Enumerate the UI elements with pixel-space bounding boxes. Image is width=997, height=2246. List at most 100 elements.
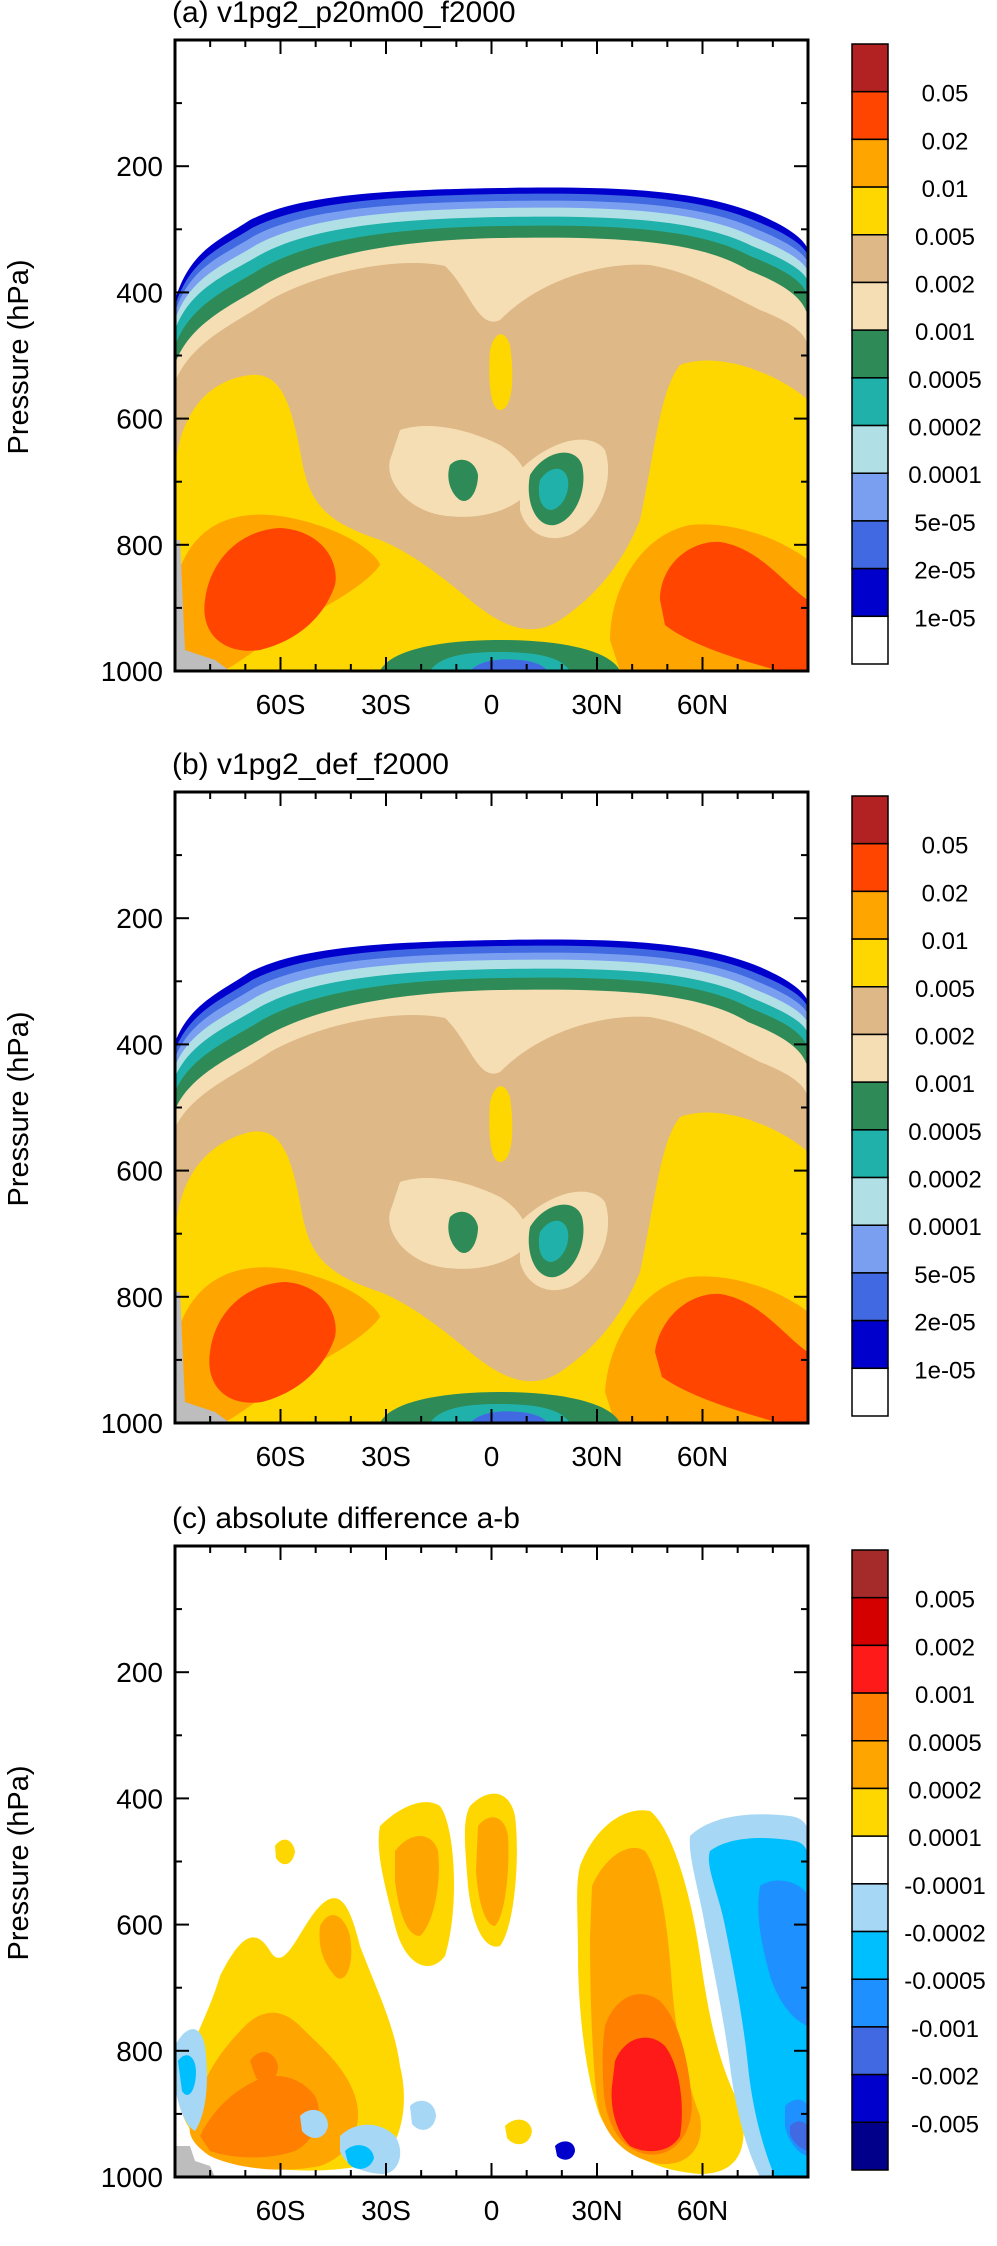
field-a	[175, 187, 808, 671]
colorbar-swatch	[851, 1129, 889, 1179]
field-band--0.002	[555, 2141, 575, 2160]
colorbar-label: 0.005	[915, 976, 975, 1003]
y-axis-label: Pressure (hPa)	[3, 1011, 35, 1206]
colorbar-swatch	[851, 1883, 889, 1933]
field-band--0.001	[790, 2121, 808, 2151]
field-band-0.0002	[319, 1915, 352, 1979]
colorbar-swatch	[851, 1367, 889, 1417]
colorbar-swatch	[851, 520, 889, 570]
colorbar-swatch	[851, 1692, 889, 1742]
colorbar-swatch	[851, 1740, 889, 1790]
colorbar: 0.005 0.002 0.001 0.0005 0.0002 0.0001 -0.0001…	[851, 1549, 986, 2171]
colorbar-swatch	[851, 43, 889, 93]
colorbar-label: 0.0001	[908, 462, 981, 489]
colorbar-label: 5e-05	[914, 1262, 975, 1289]
colorbar-label: 2e-05	[914, 558, 975, 585]
panel-c: (c) absolute difference a-b	[0, 1502, 997, 2241]
colorbar-label: 0.005	[915, 224, 975, 251]
colorbar-label: -0.005	[911, 2111, 979, 2138]
colorbar-label: -0.001	[911, 2016, 979, 2043]
field-band-0.0005	[448, 1211, 478, 1253]
field-band-0.001	[489, 334, 513, 410]
colorbar-label: 0.005	[915, 1587, 975, 1614]
colorbar-swatch	[851, 377, 889, 427]
missing-data-region	[175, 540, 230, 671]
colorbar-label: 0.0001	[908, 1825, 981, 1852]
y-tick-label: 200	[116, 903, 163, 934]
missing-data-region	[175, 1292, 230, 1423]
colorbar-swatch	[851, 1224, 889, 1274]
y-tick-label: 1000	[101, 1408, 163, 1439]
colorbar-label: 0.02	[922, 128, 969, 155]
colorbar-label: -0.0005	[904, 1968, 985, 1995]
x-tick-label: 30S	[361, 2195, 411, 2226]
panel-title: (b) v1pg2_def_f2000	[172, 748, 449, 781]
field-band-0.0002	[538, 1220, 569, 1262]
field-band-0.001	[611, 2037, 682, 2152]
y-axis: 200 400 600 800 1000	[101, 1608, 808, 2193]
colorbar-label: 0.002	[915, 1023, 975, 1050]
colorbar-label: 0.0002	[908, 415, 981, 442]
colorbar-label: 0.0002	[908, 1167, 981, 1194]
panel-a: (a) v1pg2_p20m00_f2000	[0, 0, 997, 735]
field-band-0.02	[204, 528, 336, 651]
field-band-0.0005	[250, 2051, 278, 2082]
colorbar-label: 0.001	[915, 319, 975, 346]
colorbar-swatch	[851, 1081, 889, 1131]
field-band-0.02	[655, 1293, 808, 1423]
field-band-0.02	[209, 1282, 336, 1403]
colorbar-swatch	[851, 472, 889, 522]
colorbar-swatch	[851, 1319, 889, 1370]
y-axis-label: Pressure (hPa)	[3, 1765, 35, 1960]
field-band--0.0001	[410, 2100, 436, 2130]
y-tick-label: 200	[116, 1657, 163, 1688]
colorbar-swatch	[851, 1644, 889, 1694]
x-tick-label: 0	[484, 1441, 500, 1472]
colorbar-label: 2e-05	[914, 1310, 975, 1337]
colorbar-swatch	[851, 1176, 889, 1226]
colorbar-swatch	[851, 186, 889, 236]
colorbar-swatch	[851, 281, 889, 331]
colorbar-swatch	[851, 986, 889, 1036]
x-tick-label: 30N	[571, 2195, 622, 2226]
y-tick-label: 1000	[101, 2162, 163, 2193]
colorbar-swatch	[851, 1272, 889, 1322]
field-band--0.0002	[178, 2055, 196, 2095]
y-tick-label: 800	[116, 1282, 163, 1313]
x-tick-label: 0	[484, 2195, 500, 2226]
contour-plot-b: 200 400 600 800 1000 60S 30S 0 30N 60N Pressure …	[3, 790, 982, 1472]
colorbar-swatch	[851, 795, 889, 845]
colorbar-label: 0.05	[922, 833, 969, 860]
x-tick-label: 0	[484, 689, 500, 720]
colorbar-label: 0.002	[915, 271, 975, 298]
colorbar-swatch	[851, 1033, 889, 1083]
y-axis: 200 400 600 800 1000	[101, 102, 808, 687]
colorbar-swatch	[851, 567, 889, 618]
field-band--0.0002	[345, 2145, 374, 2169]
y-tick-label: 600	[116, 1156, 163, 1187]
colorbar-label: 0.0001	[908, 1214, 981, 1241]
colorbar-swatch	[851, 842, 889, 893]
panel-b: (b) v1pg2_def_f2000	[0, 748, 997, 1487]
x-tick-label: 60N	[677, 689, 728, 720]
y-tick-label: 400	[116, 1783, 163, 1814]
field-band-0.0002	[395, 1836, 439, 1936]
x-tick-label: 30S	[361, 689, 411, 720]
colorbar-swatch	[851, 2026, 889, 2076]
colorbar-label: 0.0002	[908, 1777, 981, 1804]
colorbar-swatch	[851, 938, 889, 988]
colorbar-swatch	[851, 329, 889, 379]
colorbar-label: 5e-05	[914, 510, 975, 537]
colorbar: 0.05 0.02 0.01 0.005 0.002 0.001 0.0005 0.0002 0…	[851, 43, 982, 665]
field-band--0.0001	[300, 2109, 328, 2138]
colorbar-label: 0.02	[922, 880, 969, 907]
field-band-0.0002	[476, 1817, 509, 1926]
y-tick-label: 800	[116, 530, 163, 561]
colorbar-swatch	[851, 424, 889, 474]
colorbar-label: 0.002	[915, 1634, 975, 1661]
colorbar-swatch	[851, 1978, 889, 2028]
x-tick-label: 30S	[361, 1441, 411, 1472]
field-b	[175, 939, 808, 1423]
colorbar-label: -0.0002	[904, 1921, 985, 1948]
field-band-0.0001	[505, 2119, 532, 2145]
